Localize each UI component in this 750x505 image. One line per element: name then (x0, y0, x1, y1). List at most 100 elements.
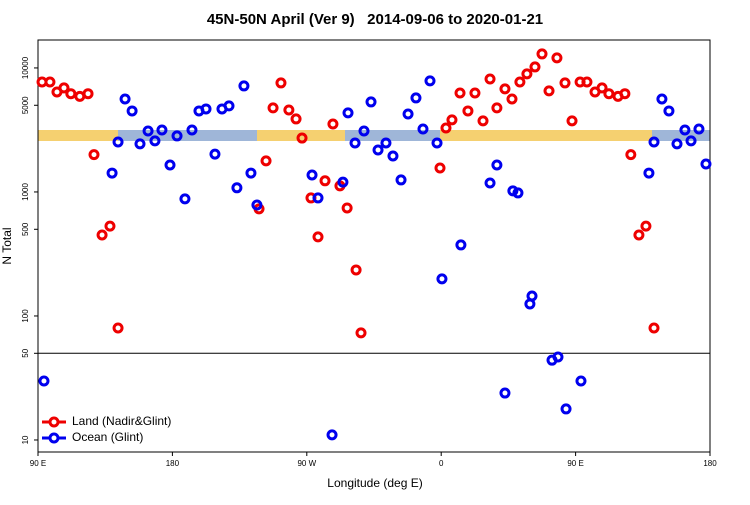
point (559, 77, 571, 89)
point (296, 132, 308, 144)
point (648, 322, 660, 334)
point (112, 136, 124, 148)
point (402, 108, 414, 120)
point (267, 102, 279, 114)
ocean-band (345, 130, 440, 141)
point (446, 114, 458, 126)
point (275, 77, 287, 89)
point (341, 202, 353, 214)
ocean-band (652, 130, 710, 141)
point (640, 220, 652, 232)
point (663, 105, 675, 117)
point (566, 115, 578, 127)
point (209, 148, 221, 160)
point (477, 115, 489, 127)
point (529, 61, 541, 73)
point (65, 88, 77, 100)
point (387, 150, 399, 162)
point (484, 73, 496, 85)
point (603, 88, 615, 100)
legend-label: Land (Nadir&Glint) (72, 414, 171, 428)
point (337, 176, 349, 188)
point (156, 124, 168, 136)
point (462, 105, 474, 117)
point (643, 167, 655, 179)
point (380, 137, 392, 149)
x-tick-label: 0 (439, 459, 444, 468)
y-tick-label: 10 (21, 435, 30, 444)
y-tick-label: 50 (21, 348, 30, 357)
y-tick-label: 10000 (21, 56, 30, 79)
point (327, 118, 339, 130)
plot-frame (37, 39, 711, 453)
point (44, 76, 56, 88)
point (142, 125, 154, 137)
point (536, 48, 548, 60)
point (619, 88, 631, 100)
point (358, 125, 370, 137)
point (499, 387, 511, 399)
point (455, 239, 467, 251)
point (106, 167, 118, 179)
y-axis-label: N Total (0, 227, 14, 264)
point (685, 135, 697, 147)
point (126, 105, 138, 117)
point (395, 174, 407, 186)
point (514, 76, 526, 88)
y-tick-label: 5000 (21, 96, 30, 114)
point (365, 96, 377, 108)
y-tick-label: 500 (21, 222, 30, 236)
point (700, 158, 712, 170)
series (38, 75, 712, 441)
point (625, 149, 637, 161)
point (436, 273, 448, 285)
point (417, 123, 429, 135)
point (560, 403, 572, 415)
legend-label: Ocean (Glint) (72, 430, 143, 444)
point (633, 229, 645, 241)
point (484, 177, 496, 189)
ocean-band (118, 130, 257, 141)
x-axis-label: Longitude (deg E) (327, 476, 422, 490)
point (491, 102, 503, 114)
point (693, 123, 705, 135)
point (431, 137, 443, 149)
point (342, 107, 354, 119)
x-tick-label: 180 (703, 459, 717, 468)
legend-marker (48, 432, 60, 444)
point (119, 93, 131, 105)
x-tick-label: 90 W (297, 459, 316, 468)
land-band (440, 130, 652, 141)
point (499, 83, 511, 95)
point (596, 82, 608, 94)
point (469, 87, 481, 99)
x-tick-label: 90 E (30, 459, 46, 468)
point (312, 231, 324, 243)
point (575, 375, 587, 387)
point (521, 68, 533, 80)
point (88, 149, 100, 161)
point (512, 187, 524, 199)
point (171, 130, 183, 142)
point (551, 52, 563, 64)
x-tick-label: 180 (166, 459, 180, 468)
chart-title: 45N-50N April (Ver 9) 2014-09-06 to 2020… (207, 11, 543, 28)
point (312, 192, 324, 204)
legend-marker (48, 416, 60, 428)
point (104, 220, 116, 232)
point (506, 93, 518, 105)
point (552, 351, 564, 363)
point (38, 375, 50, 387)
point (283, 104, 295, 116)
point (200, 103, 212, 115)
point (134, 138, 146, 150)
point (581, 76, 593, 88)
point (526, 290, 538, 302)
y-tick-label: 1000 (21, 183, 30, 201)
point (671, 138, 683, 150)
point (251, 199, 263, 211)
point (372, 144, 384, 156)
series (36, 48, 660, 339)
